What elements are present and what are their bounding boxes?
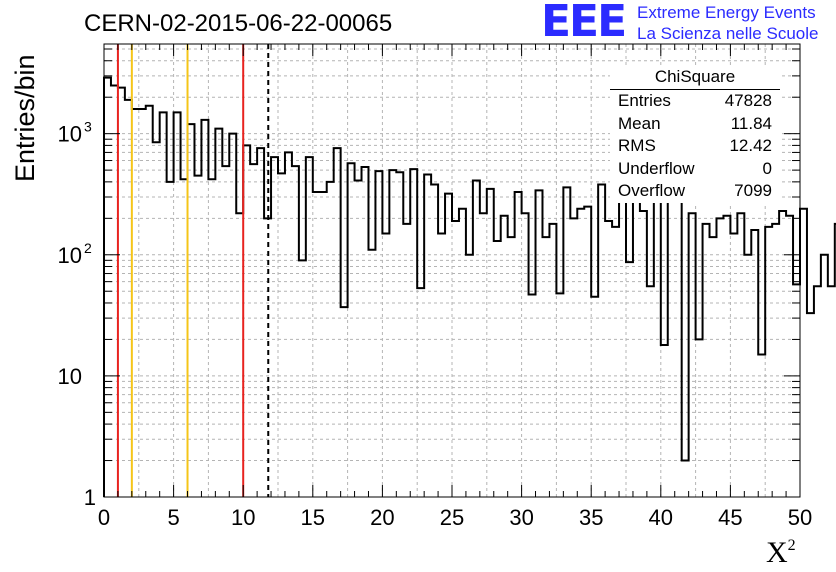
stats-value: 12.42 (729, 136, 772, 155)
stats-row-mean: Mean 11.84 (610, 113, 780, 136)
stats-label: Overflow (618, 181, 686, 200)
stats-label: Mean (618, 113, 661, 133)
stats-box: ChiSquare Entries 47828 Mean 11.84 RMS 1… (610, 66, 780, 203)
y-tick-label: 10 (58, 364, 82, 389)
stats-row-overflow: Overflow 7099 (610, 180, 780, 203)
y-tick-label: 10 (58, 243, 82, 268)
x-tick-label: 35 (579, 505, 603, 530)
x-axis-label-sup: 2 (787, 537, 796, 554)
stats-label: Entries (618, 91, 671, 110)
x-tick-label: 50 (788, 505, 812, 530)
x-tick-label: 5 (167, 505, 179, 530)
stats-row-underflow: Underflow 0 (610, 158, 780, 181)
stats-value: 47828 (724, 91, 772, 110)
y-tick-label: 1 (84, 485, 96, 510)
x-tick-label: 0 (98, 505, 110, 530)
stats-label: Underflow (618, 158, 695, 178)
stats-row-entries: Entries 47828 (610, 90, 780, 113)
stats-value: 0 (762, 158, 772, 178)
eee-logo: EEE Extreme Energy Events La Scienza nel… (541, 0, 831, 47)
x-tick-label: 10 (231, 505, 255, 530)
logo-line1: Extreme Energy Events (637, 3, 816, 22)
stats-label: RMS (618, 136, 656, 155)
x-tick-label: 45 (718, 505, 742, 530)
y-axis-label: Entries/bin (10, 54, 40, 182)
stats-title: ChiSquare (610, 66, 780, 90)
chart-title: CERN-02-2015-06-22-00065 (84, 10, 393, 37)
x-axis-label: X2 (766, 536, 796, 570)
y-tick-label: 10 (58, 122, 82, 147)
logo-line2: La Scienza nelle Scuole (637, 24, 819, 43)
x-tick-label: 25 (440, 505, 464, 530)
x-tick-label: 30 (509, 505, 533, 530)
y-tick-label-exp: 3 (84, 119, 92, 135)
stats-row-rms: RMS 12.42 (610, 135, 780, 158)
logo-mark: EEE (541, 0, 627, 47)
x-tick-label: 20 (370, 505, 394, 530)
stats-value: 7099 (734, 181, 772, 200)
x-tick-label: 15 (301, 505, 325, 530)
x-axis-label-base: X (766, 536, 788, 569)
y-tick-label-exp: 2 (84, 240, 92, 256)
stats-value: 11.84 (730, 113, 772, 133)
x-tick-label: 40 (649, 505, 673, 530)
